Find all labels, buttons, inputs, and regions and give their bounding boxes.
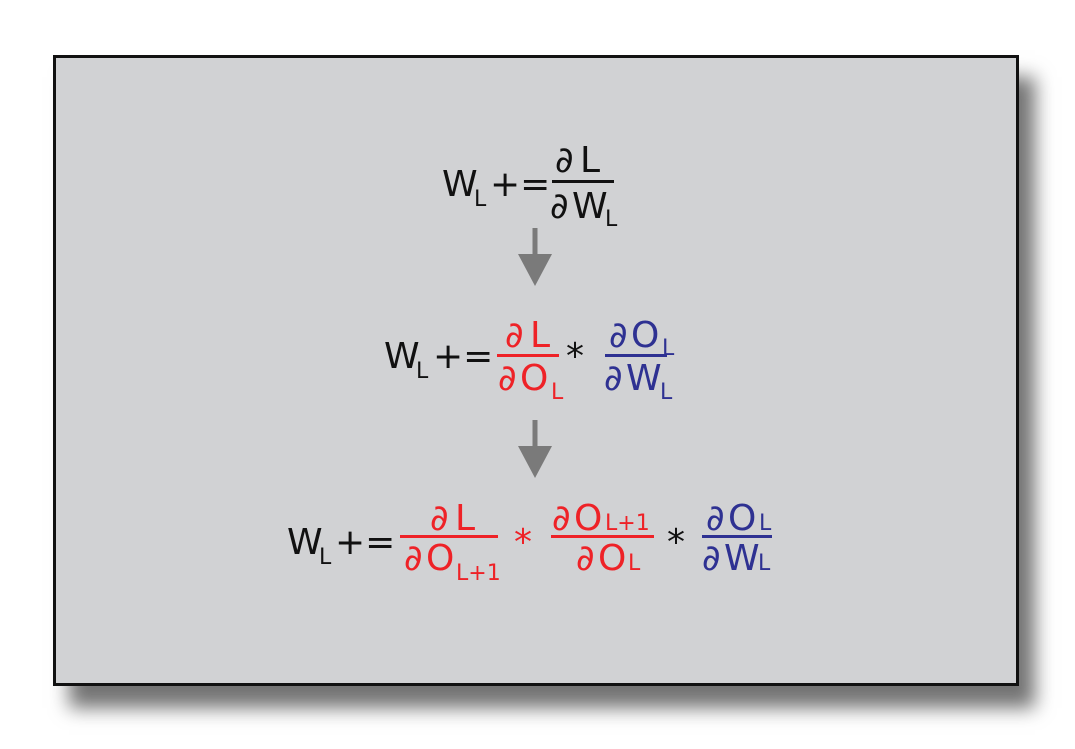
eq1-den-partial: ∂ <box>550 186 569 227</box>
eq1-fraction-bar <box>552 180 614 183</box>
eq3-red1-den-o: O <box>426 538 454 579</box>
eq3-red1-den-subscript: L+1 <box>456 561 501 586</box>
eq3-red2-num-subscript: L+1 <box>605 511 650 536</box>
equation-2: W L += ∂ L ∂ O L * ∂ O L ∂ W L <box>384 315 675 405</box>
diagram-panel <box>53 55 1019 686</box>
eq3-red2-num-partial: ∂ <box>552 498 571 539</box>
eq3-red1-bar <box>400 535 498 538</box>
eq3-red2-num-o: O <box>574 498 602 539</box>
eq3-red2-den-partial: ∂ <box>576 538 595 579</box>
eq3-blue-num-o: O <box>728 498 756 539</box>
eq1-num-l: L <box>580 140 600 181</box>
eq3-blue-den-subscript: L <box>758 551 771 576</box>
down-arrow-2 <box>518 420 552 478</box>
eq2-blue-den-w: W <box>626 358 662 399</box>
eq3-times-red: * <box>514 522 532 563</box>
equation-1: W L += ∂ L ∂ W L <box>442 140 618 232</box>
eq2-w-subscript: L <box>416 359 429 384</box>
eq2-red-num-l: L <box>530 315 550 356</box>
eq3-blue-den-partial: ∂ <box>702 538 721 579</box>
eq2-red-den-o: O <box>520 358 548 399</box>
eq3-fraction-red-1: ∂ L ∂ O L+1 <box>400 498 501 586</box>
eq2-fraction-red: ∂ L ∂ O L <box>497 315 564 405</box>
eq2-blue-den-partial: ∂ <box>604 358 623 399</box>
eq3-blue-den-w: W <box>724 538 760 579</box>
eq1-fraction: ∂ L ∂ W L <box>550 140 618 232</box>
eq3-red2-den-o: O <box>598 538 626 579</box>
eq3-w: W <box>287 522 323 563</box>
eq3-red1-num-l: L <box>455 498 475 539</box>
eq2-blue-num-o: O <box>631 315 659 356</box>
eq1-den-subscript: L <box>605 207 618 232</box>
eq3-operator: += <box>335 522 395 563</box>
eq2-red-den-partial: ∂ <box>498 358 517 399</box>
eq2-times: * <box>566 336 584 377</box>
eq2-blue-num-partial: ∂ <box>609 315 628 356</box>
equation-3: W L += ∂ L ∂ O L+1 * ∂ O L+1 ∂ O L * <box>287 498 772 586</box>
eq3-red2-bar <box>551 535 654 538</box>
eq3-red2-den-subscript: L <box>628 551 641 576</box>
eq2-red-den-subscript: L <box>551 380 564 405</box>
eq1-den-w: W <box>572 186 608 227</box>
eq3-fraction-red-2: ∂ O L+1 ∂ O L <box>551 498 654 579</box>
eq2-fraction-blue: ∂ O L ∂ W L <box>604 315 675 405</box>
eq3-w-subscript: L <box>319 545 332 570</box>
eq3-red1-den-partial: ∂ <box>404 538 423 579</box>
eq2-red-num-partial: ∂ <box>505 315 524 356</box>
eq3-blue-num-subscript: L <box>759 511 772 536</box>
down-arrow-1 <box>518 228 552 286</box>
eq3-red1-num-partial: ∂ <box>430 498 449 539</box>
eq3-blue-num-partial: ∂ <box>706 498 725 539</box>
eq3-blue-bar <box>702 535 772 538</box>
eq2-blue-den-subscript: L <box>660 380 673 405</box>
eq2-blue-bar <box>605 354 667 357</box>
eq3-fraction-blue: ∂ O L ∂ W L <box>702 498 772 579</box>
eq2-blue-num-subscript: L <box>662 336 675 361</box>
eq2-red-bar <box>497 354 559 357</box>
eq1-num-partial: ∂ <box>555 140 574 181</box>
eq1-w: W <box>442 164 478 205</box>
eq3-times: * <box>667 522 685 563</box>
eq1-operator: += <box>490 164 550 205</box>
eq1-w-subscript: L <box>474 187 487 212</box>
eq2-w: W <box>384 336 420 377</box>
eq2-operator: += <box>433 336 493 377</box>
